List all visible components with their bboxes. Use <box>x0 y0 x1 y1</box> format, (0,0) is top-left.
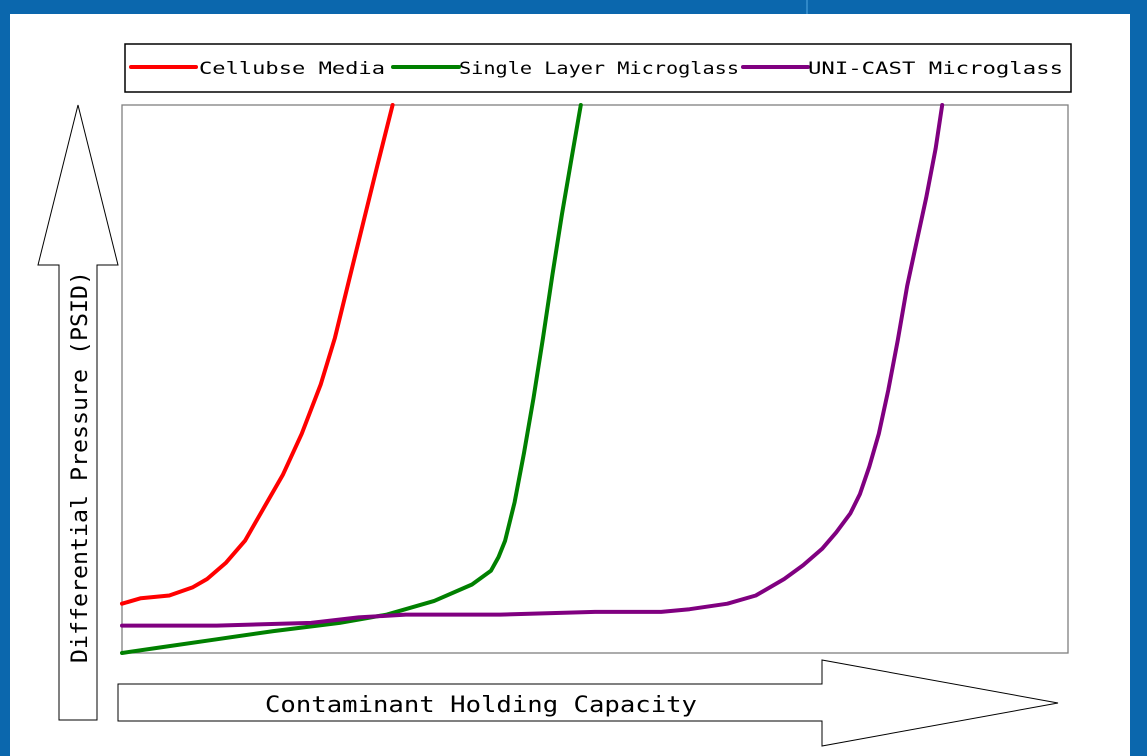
legend-label-0: Cellubse Media <box>199 59 385 79</box>
plot-area <box>121 104 1069 654</box>
x-axis-arrow <box>117 659 1059 747</box>
legend-label-1: Single Layer Microglass <box>459 59 739 79</box>
series-line-0 <box>120 103 395 606</box>
y-axis-arrow <box>37 104 119 721</box>
y-axis-label: Differential Pressure (PSID) <box>68 271 93 663</box>
top-strip-divider <box>806 0 808 14</box>
legend-label-2: UNI-CAST Microglass <box>808 59 1063 79</box>
series-line-2 <box>120 103 945 628</box>
series-layer <box>120 103 945 655</box>
legend-box <box>124 43 1072 93</box>
series-line-1 <box>120 103 583 655</box>
window-top-strip <box>0 0 1147 14</box>
legend: Cellubse Media Single Layer Microglass UNI… <box>129 59 1063 79</box>
x-axis-label: Contaminant Holding Capacity <box>265 693 697 718</box>
